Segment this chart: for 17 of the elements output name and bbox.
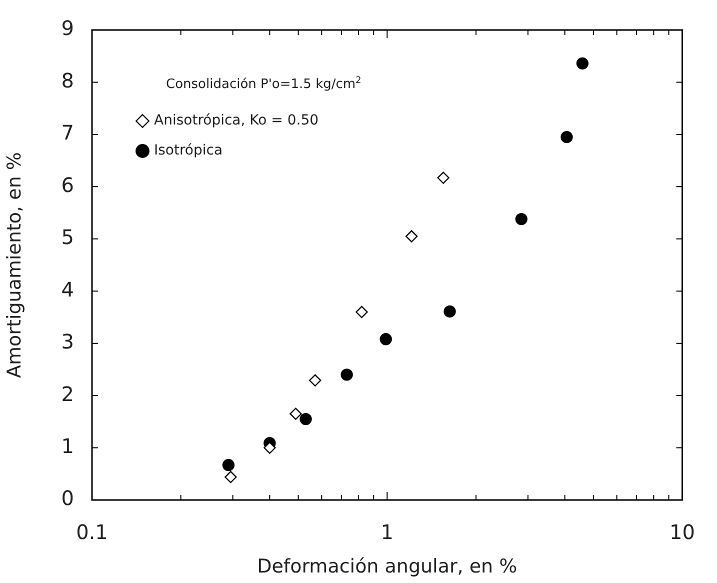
y-tick-label: 8: [61, 68, 74, 92]
y-tick-label: 3: [61, 330, 74, 354]
legend-label: Anisotrópica, Ko = 0.50: [154, 112, 319, 129]
x-axis-title: Deformación angular, en %: [257, 556, 518, 578]
x-tick-label: 10: [670, 520, 695, 544]
y-axis-title: Amortiguamiento, en %: [3, 152, 26, 378]
y-tick-label: 7: [61, 120, 74, 145]
y-tick-label: 2: [61, 382, 74, 406]
y-tick-label: 0: [61, 486, 74, 510]
y-tick-label: 4: [61, 277, 74, 302]
y-tick-label: 5: [61, 225, 74, 250]
y-tick-label: 9: [61, 16, 74, 40]
x-tick-label: 1: [380, 520, 394, 544]
y-tick-label: 1: [61, 434, 74, 458]
y-tick-label: 6: [61, 172, 74, 197]
legend-label: Isotrópica: [154, 142, 223, 159]
x-tick-label: 0.1: [76, 520, 108, 544]
